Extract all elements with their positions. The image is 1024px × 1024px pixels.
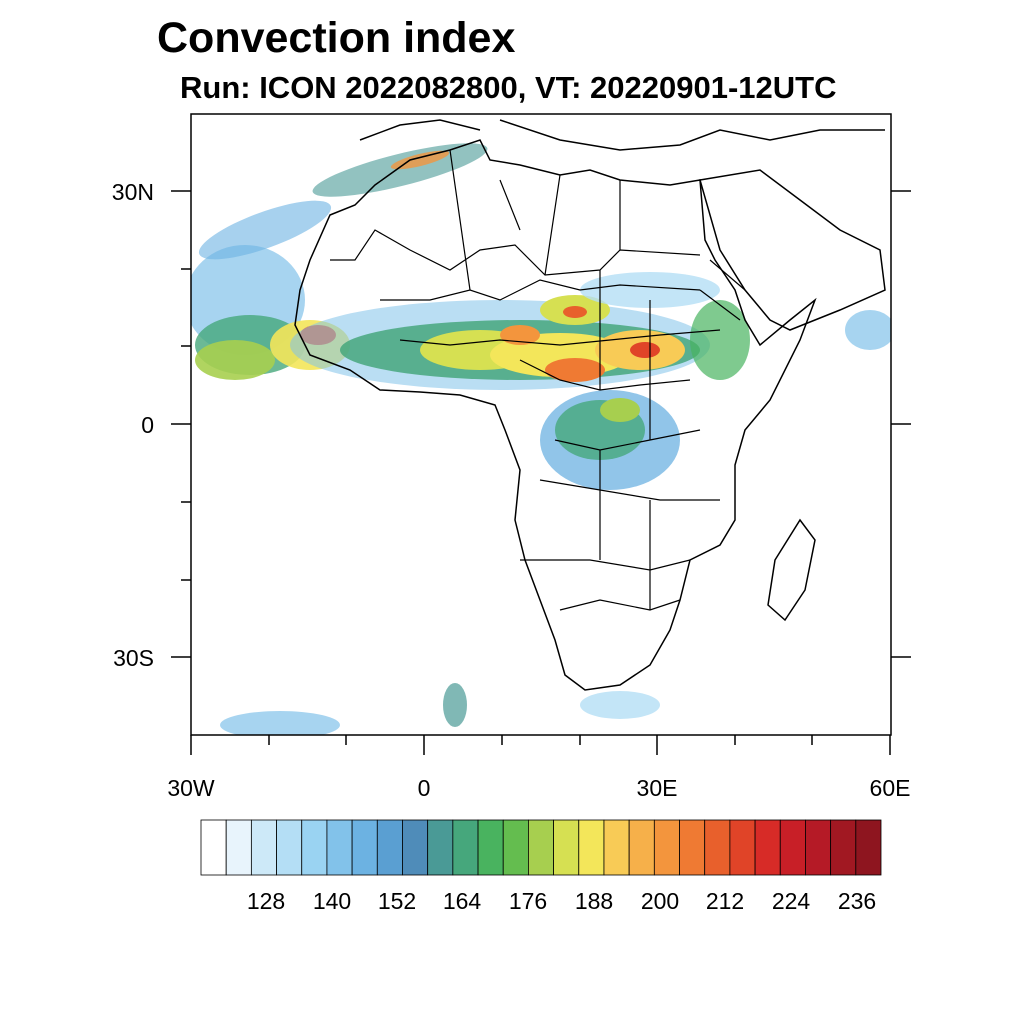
colorbar-box: [427, 819, 454, 876]
colorbar-box: [805, 819, 832, 876]
lat-label-0: 0: [141, 412, 154, 438]
colorbar-box: [779, 819, 806, 876]
lon-label-60e: 60E: [869, 775, 911, 801]
colorbar-box: [200, 819, 227, 876]
colorbar-box: [653, 819, 680, 876]
colorbar-box: [603, 819, 630, 876]
colorbar-box: [477, 819, 504, 876]
axis-ticks: [171, 190, 911, 755]
colorbar-box: [276, 819, 303, 876]
colorbar-box: [452, 819, 479, 876]
colorbar-label: 200: [640, 888, 680, 914]
lon-label-30w: 30W: [167, 775, 215, 801]
lon-label-30e: 30E: [636, 775, 678, 801]
colorbar-box: [729, 819, 756, 876]
convection-map: [171, 113, 911, 755]
colorbar-box: [326, 819, 353, 876]
colorbar-label: 140: [312, 888, 352, 914]
colorbar-box: [502, 819, 529, 876]
colorbar-label: 236: [837, 888, 877, 914]
colorbar-box: [704, 819, 731, 876]
lon-label-0: 0: [417, 775, 431, 801]
country-borders: [330, 149, 746, 611]
colorbar-box: [301, 819, 328, 876]
colorbar-box: [628, 819, 655, 876]
convection-field: [191, 143, 891, 735]
colorbar-label: 152: [377, 888, 417, 914]
map-title: Convection index: [157, 14, 516, 62]
colorbar-box: [754, 819, 781, 876]
colorbar-box: [250, 819, 277, 876]
colorbar-box: [225, 819, 252, 876]
lat-label-30s: 30S: [113, 645, 154, 671]
colorbar-label: 224: [771, 888, 811, 914]
map-subtitle: Run: ICON 2022082800, VT: 20220901-12UTC: [180, 70, 837, 105]
colorbar-box: [855, 819, 882, 876]
colorbar: [200, 819, 882, 876]
lat-label-30n: 30N: [111, 179, 154, 205]
colorbar-box: [402, 819, 429, 876]
colorbar-box: [351, 819, 378, 876]
colorbar-box: [830, 819, 857, 876]
colorbar-label: 164: [442, 888, 482, 914]
colorbar-box: [376, 819, 403, 876]
colorbar-label: 176: [508, 888, 548, 914]
colorbar-label: 128: [246, 888, 286, 914]
colorbar-box: [679, 819, 706, 876]
colorbar-box: [578, 819, 605, 876]
colorbar-label: 188: [574, 888, 614, 914]
colorbar-box: [553, 819, 580, 876]
colorbar-label: 212: [705, 888, 745, 914]
colorbar-box: [528, 819, 555, 876]
